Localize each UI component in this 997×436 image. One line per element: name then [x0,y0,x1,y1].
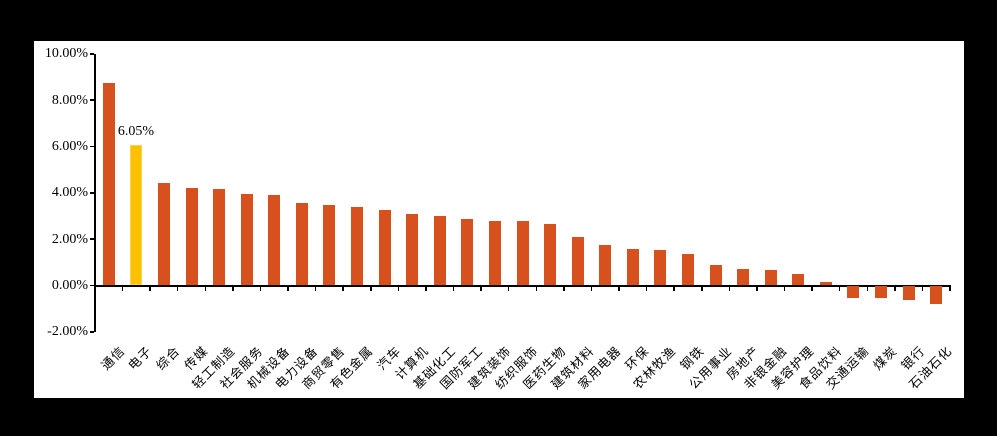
x-axis-tick [452,286,455,291]
x-axis-tick [563,286,565,291]
bar [295,202,308,286]
x-axis-category-label: 综合 [153,343,183,373]
bar [130,145,143,286]
y-axis-tick-label: -2.00% [47,324,88,340]
x-axis-tick [811,286,813,291]
x-axis-tick [949,286,951,291]
bar [102,82,115,286]
bar [875,285,888,298]
bar [351,206,364,286]
y-axis-tick-label: 6.00% [51,139,88,154]
bar [571,237,584,286]
x-axis-tick [783,286,786,291]
bar [433,216,446,286]
x-axis-tick [728,286,731,291]
bar [902,285,915,301]
x-axis-category-label: 煤炭 [870,343,900,373]
bar [709,265,722,286]
bar [157,183,170,286]
x-axis-tick [866,286,868,291]
x-axis-tick [370,286,372,291]
x-axis-tick [673,286,675,291]
x-axis-tick [645,286,648,291]
y-axis-tick [90,145,94,148]
y-axis-tick [90,284,94,287]
x-axis-tick [232,286,234,291]
y-axis-tick [90,99,94,101]
bar [323,205,336,286]
bar [626,249,639,286]
bar [378,209,391,286]
bar [847,285,860,298]
bar [599,244,612,286]
x-axis-tick [204,286,207,291]
bar [185,187,198,286]
bar [654,249,667,286]
x-axis-tick [756,286,758,291]
bar [819,282,832,286]
bar [516,221,529,286]
x-axis-tick [121,286,124,291]
plot-area: 6.05% 10.00% 8.00% 6.00% 4.00% 2.00% 0.00% -2.… [34,41,964,398]
y-axis-tick-label: 2.00% [51,231,88,247]
x-axis-tick [507,286,510,291]
x-axis-tick [176,286,179,291]
x-axis-tick [94,286,96,291]
x-axis-tick [287,286,289,291]
bar [544,224,557,286]
x-axis-tick [701,286,703,291]
bar [764,269,777,286]
x-axis-tick [259,286,262,291]
x-axis-tick [397,286,400,291]
bar [461,219,474,286]
x-axis-tick [838,286,841,291]
x-axis-tick [590,286,593,291]
y-axis-tick [90,53,94,55]
chart-panel: 6.05% 10.00% 8.00% 6.00% 4.00% 2.00% 0.00% -2.… [34,41,964,398]
x-axis-baseline [94,284,951,287]
bar [406,214,419,286]
x-axis-tick [618,286,620,291]
x-axis-tick [425,286,427,291]
x-axis-tick [894,286,896,291]
bar [737,269,750,286]
y-axis-tick-label: 0.00% [51,278,88,293]
x-axis-tick [314,286,317,291]
y-axis-tick-label: 8.00% [51,92,88,108]
x-axis-tick [480,286,482,291]
x-axis-category-label: 电子 [126,343,156,373]
y-axis-tick-label: 4.00% [51,185,88,201]
bar [930,285,943,305]
y-axis-line [94,54,96,332]
bar [792,274,805,286]
y-axis-tick [90,238,94,240]
bar [681,253,694,286]
bar [213,188,226,286]
y-axis-tick [90,331,94,333]
x-axis-tick [535,286,538,291]
x-axis-tick [921,286,924,291]
bar [240,194,253,286]
bar [268,195,281,286]
y-axis-tick-label: 10.00% [44,46,88,62]
x-axis-tick [342,286,344,291]
x-axis-category-label: 通信 [98,343,128,373]
x-axis-tick [149,286,151,291]
highlight-data-label: 6.05% [117,124,155,139]
bar [488,220,501,286]
y-axis-tick [90,192,94,194]
